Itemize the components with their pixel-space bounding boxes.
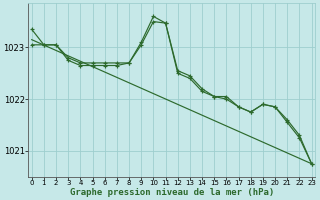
X-axis label: Graphe pression niveau de la mer (hPa): Graphe pression niveau de la mer (hPa) <box>69 188 274 197</box>
